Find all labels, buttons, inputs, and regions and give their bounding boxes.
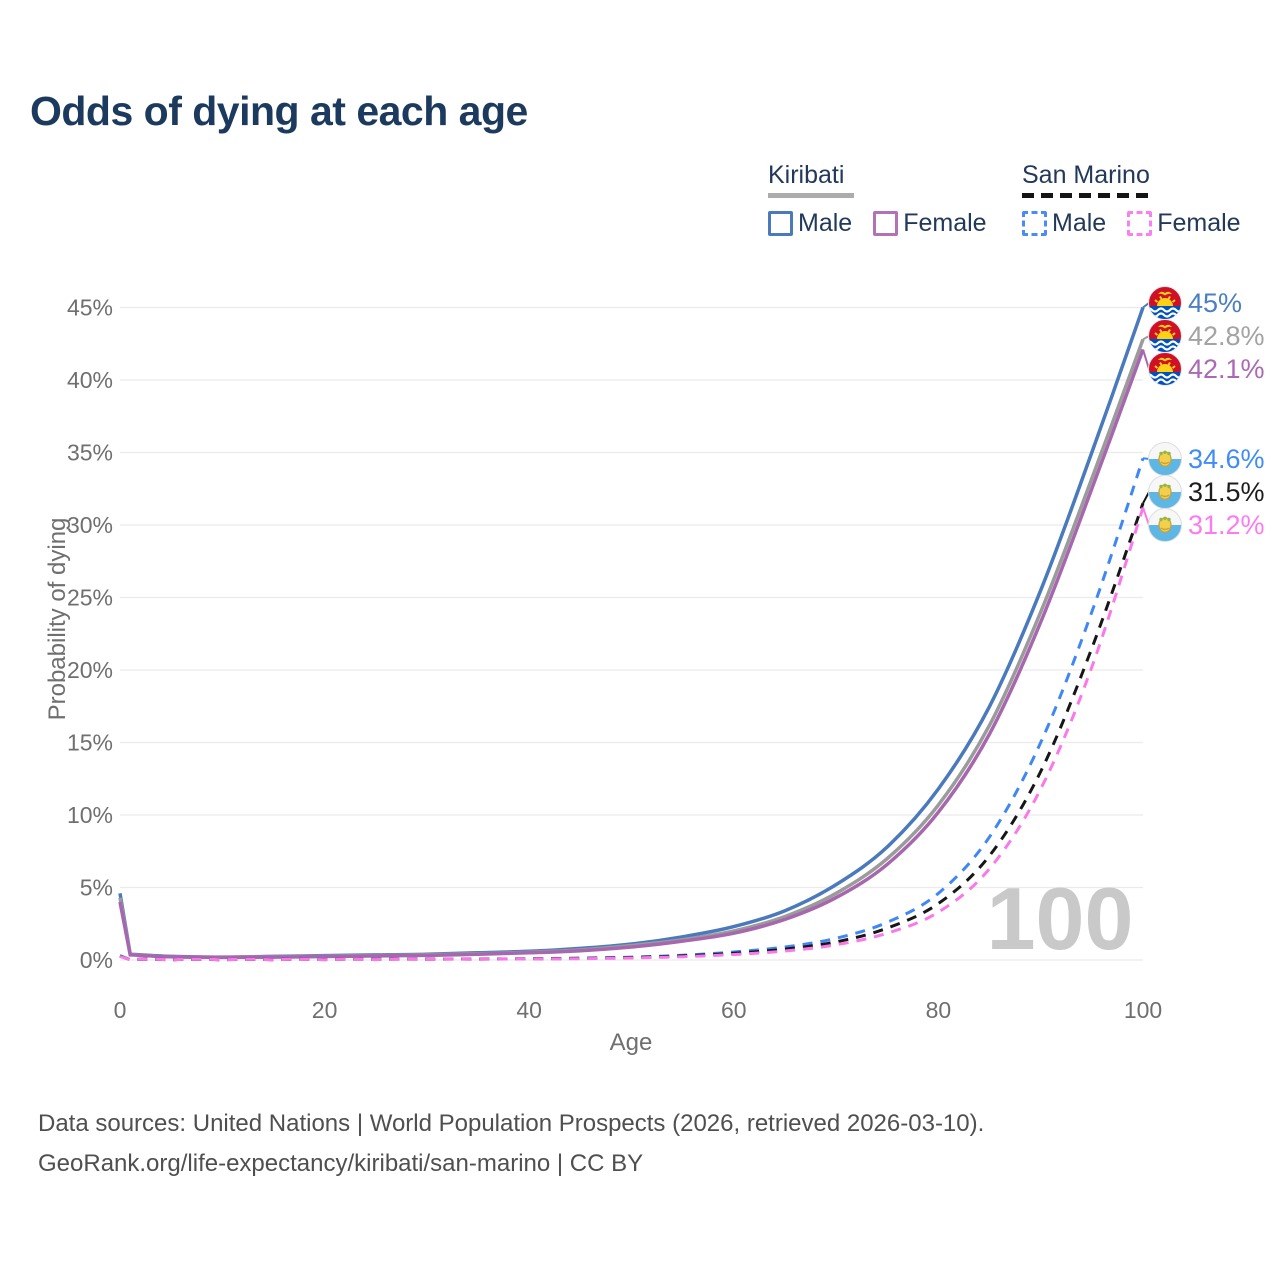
legend-group-san-marino: San Marino Male Female [1022, 163, 1241, 238]
y-tick-label: 10% [67, 802, 113, 828]
san-marino-flag-icon [1148, 442, 1182, 476]
kiribati-male-swatch-icon [768, 211, 793, 236]
legend-item-label: Male [798, 209, 853, 237]
series-line-kiribati-male [118, 306, 1145, 959]
legend-item-label: Female [903, 209, 987, 237]
y-tick-label: 35% [67, 440, 113, 466]
end-label-value: 45% [1188, 287, 1243, 318]
san-marino-flag-icon [1148, 475, 1182, 509]
x-tick-label: 60 [721, 997, 747, 1023]
kiribati-flag-icon [1148, 286, 1182, 320]
y-tick-label: 25% [67, 585, 113, 611]
end-label-row: 42.1% [1148, 352, 1265, 386]
end-label-row: 31.5% [1148, 475, 1265, 509]
end-label-value: 31.5% [1188, 476, 1265, 507]
kiribati-female-swatch-icon [873, 211, 899, 236]
chart-title: Odds of dying at each age [30, 88, 528, 134]
y-tick-label: 20% [67, 657, 113, 683]
end-label-row: 34.6% [1148, 442, 1265, 476]
y-tick-label: 15% [67, 730, 113, 756]
legend-item-label: Female [1157, 209, 1241, 237]
legend-group-kiribati: Kiribati Male Female [768, 163, 987, 238]
kiribati-solid-line-sample [768, 193, 854, 198]
legend-group-san-marino-label: San Marino [1022, 161, 1150, 189]
san-marino-female-swatch-icon [1127, 211, 1153, 236]
end-label-value: 42.8% [1188, 320, 1265, 351]
series-line-kiribati-both-sexes [118, 338, 1145, 959]
data-sources-line: Data sources: United Nations | World Pop… [38, 1110, 985, 1137]
end-label-value: 31.2% [1188, 509, 1265, 540]
legend-item-san-marino-female[interactable]: Female [1127, 209, 1241, 238]
y-tick-label: 45% [67, 295, 113, 321]
kiribati-flag-icon [1148, 319, 1182, 353]
x-tick-label: 80 [926, 997, 952, 1023]
series-line-kiribati-female [118, 348, 1145, 960]
end-label-row: 42.8% [1148, 319, 1265, 353]
kiribati-flag-icon [1148, 352, 1182, 386]
end-label-row: 31.2% [1148, 508, 1265, 542]
end-label-value: 42.1% [1188, 353, 1265, 384]
end-label-value: 34.6% [1188, 443, 1265, 474]
san-marino-dashed-line-sample [1022, 193, 1150, 198]
x-tick-label: 40 [516, 997, 542, 1023]
legend-group-kiribati-label: Kiribati [768, 161, 845, 189]
x-axis-title: Age [609, 1029, 653, 1056]
x-tick-label: 0 [114, 997, 127, 1023]
legend-item-san-marino-male[interactable]: Male [1022, 209, 1106, 238]
series-line-san-marino-female [119, 507, 1145, 962]
attribution-line: GeoRank.org/life-expectancy/kiribati/san… [38, 1150, 644, 1177]
y-tick-label: 40% [67, 367, 113, 393]
y-tick-label: 0% [80, 947, 113, 973]
legend-item-label: Male [1052, 209, 1107, 237]
y-axis-title: Probability of dying [44, 517, 71, 721]
x-tick-label: 20 [312, 997, 338, 1023]
watermark-age-100: 100 [987, 869, 1134, 968]
san-marino-flag-icon [1148, 508, 1182, 542]
legend-item-kiribati-female[interactable]: Female [873, 209, 987, 238]
y-tick-label: 5% [80, 875, 113, 901]
y-tick-label: 30% [67, 512, 113, 538]
end-label-row: 45% [1148, 286, 1242, 320]
legend-item-kiribati-male[interactable]: Male [768, 209, 852, 238]
x-tick-label: 100 [1124, 997, 1162, 1023]
san-marino-male-swatch-icon [1022, 211, 1047, 236]
